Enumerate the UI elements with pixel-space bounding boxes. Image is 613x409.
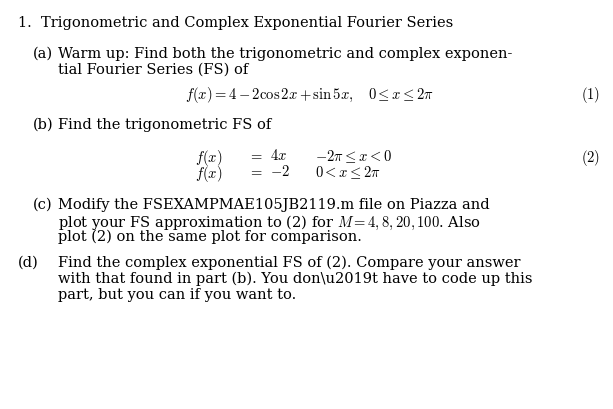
Text: tial Fourier Series (FS) of: tial Fourier Series (FS) of <box>58 63 248 77</box>
Text: Warm up: Find both the trigonometric and complex exponen-: Warm up: Find both the trigonometric and… <box>58 47 512 61</box>
Text: Modify the FSEXAMPMAE105JB2119.m file on Piazza and: Modify the FSEXAMPMAE105JB2119.m file on… <box>58 198 490 212</box>
Text: part, but you can if you want to.: part, but you can if you want to. <box>58 288 296 302</box>
Text: Find the complex exponential FS of (2). Compare your answer: Find the complex exponential FS of (2). … <box>58 256 520 270</box>
Text: 1.  Trigonometric and Complex Exponential Fourier Series: 1. Trigonometric and Complex Exponential… <box>18 16 453 30</box>
Text: plot your FS approximation to (2) for $M = 4, 8, 20, 100$. Also: plot your FS approximation to (2) for $M… <box>58 214 481 232</box>
Text: $(2)$: $(2)$ <box>581 148 600 168</box>
Text: (b): (b) <box>33 118 53 132</box>
Text: $0 < x \leq 2\pi$: $0 < x \leq 2\pi$ <box>315 164 381 181</box>
Text: $=$: $=$ <box>248 148 263 162</box>
Text: $-2\pi \leq x < 0$: $-2\pi \leq x < 0$ <box>315 148 392 165</box>
Text: (a): (a) <box>33 47 53 61</box>
Text: $f(x)$: $f(x)$ <box>195 148 223 168</box>
Text: $f(x)$: $f(x)$ <box>195 164 223 184</box>
Text: $(1)$: $(1)$ <box>581 85 600 105</box>
Text: $=$: $=$ <box>248 164 263 178</box>
Text: (d): (d) <box>18 256 39 270</box>
Text: plot (2) on the same plot for comparison.: plot (2) on the same plot for comparison… <box>58 230 362 245</box>
Text: $4x$: $4x$ <box>270 148 287 163</box>
Text: Find the trigonometric FS of: Find the trigonometric FS of <box>58 118 271 132</box>
Text: $-2$: $-2$ <box>270 164 290 179</box>
Text: with that found in part (b). You don\u2019t have to code up this: with that found in part (b). You don\u20… <box>58 272 533 286</box>
Text: (c): (c) <box>33 198 53 212</box>
Text: $f(x) = 4 - 2\cos 2x + \sin 5x, \quad 0 \leq x \leq 2\pi$: $f(x) = 4 - 2\cos 2x + \sin 5x, \quad 0 … <box>185 85 434 105</box>
